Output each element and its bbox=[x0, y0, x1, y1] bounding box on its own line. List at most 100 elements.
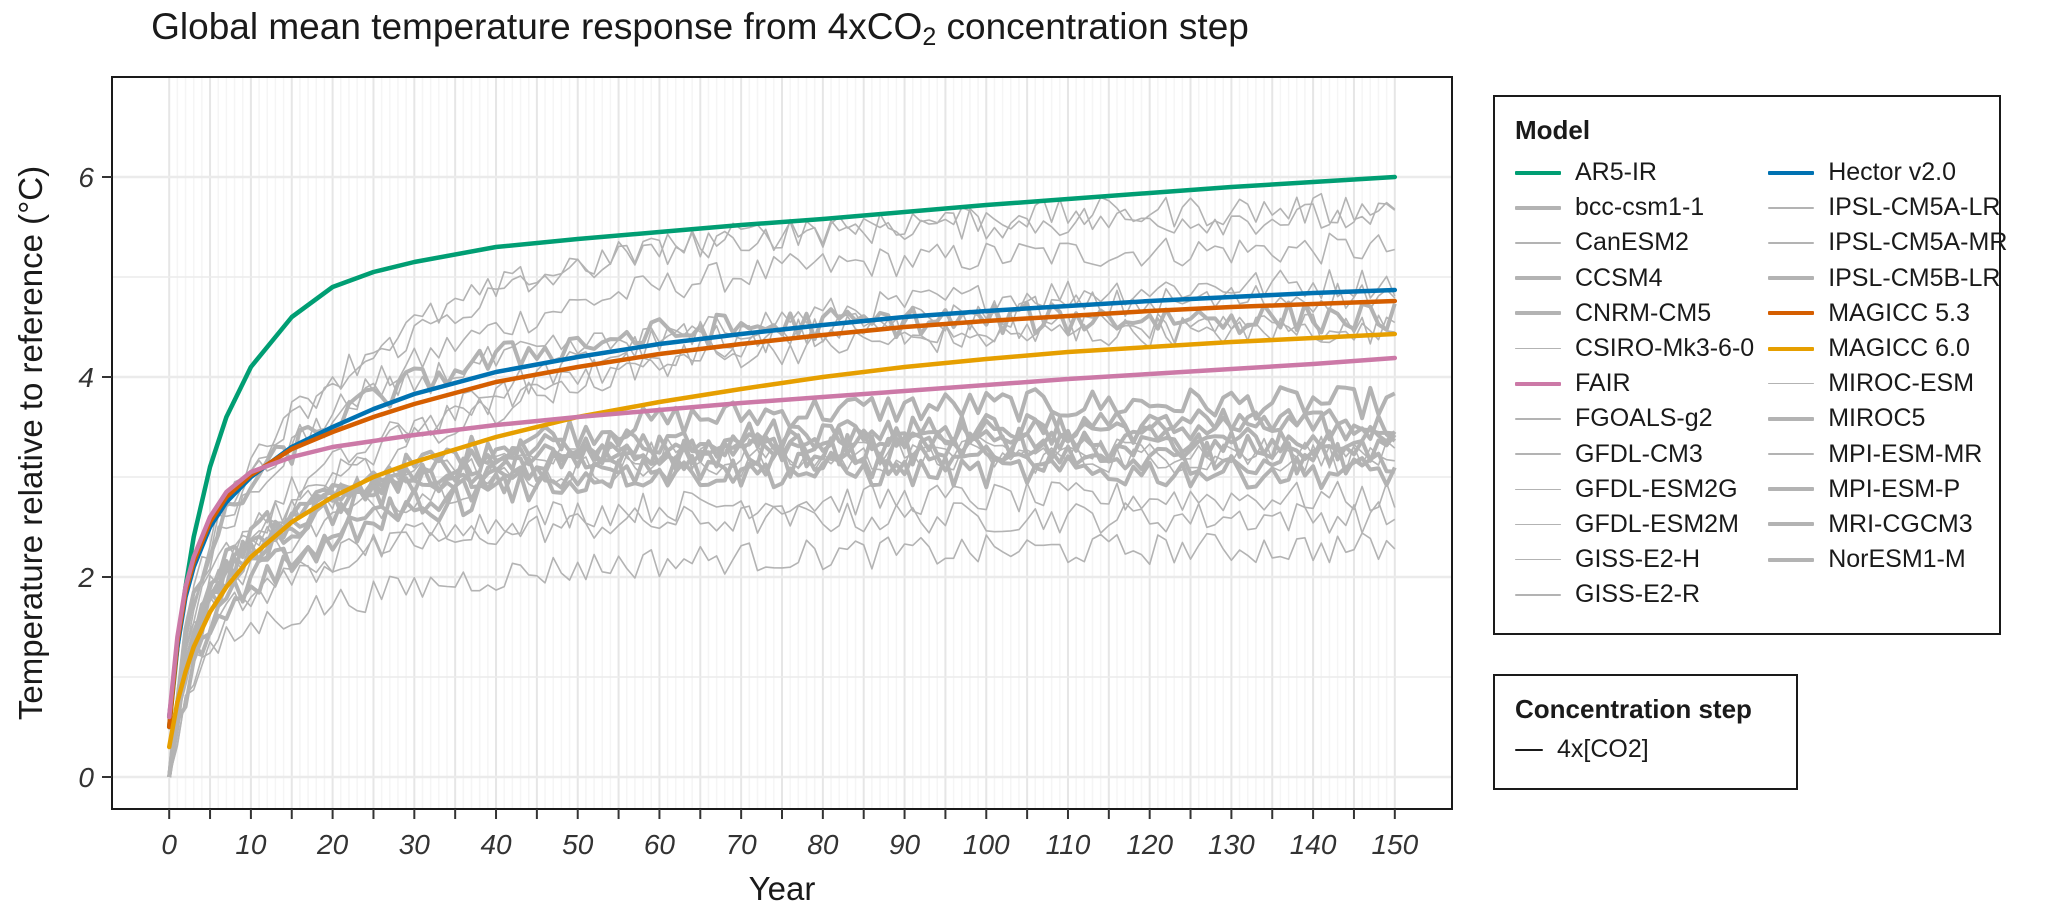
legend-swatch bbox=[1768, 346, 1815, 351]
y-tick-label: 4 bbox=[78, 362, 94, 393]
legend-column-2: Hector v2.0 IPSL-CM5A-LR IPSL-CM5A-MR IPSL-… bbox=[1768, 155, 2007, 612]
x-tick-label: 50 bbox=[562, 829, 594, 860]
legend-label: GISS-E2-H bbox=[1575, 545, 1701, 574]
legend-item: MPI-ESM-P bbox=[1768, 472, 2007, 507]
x-tick-label: 110 bbox=[1046, 829, 1091, 860]
legend-item: GISS-E2-H bbox=[1515, 542, 1754, 577]
x-tick-label: 100 bbox=[963, 829, 1010, 860]
y-tick-label: 6 bbox=[78, 162, 94, 193]
legend-label: CanESM2 bbox=[1575, 228, 1689, 257]
legend-label: MIROC-ESM bbox=[1828, 369, 1975, 398]
series-line-mpi-esm-p bbox=[167, 300, 1397, 778]
legend-label: MAGICC 6.0 bbox=[1828, 334, 1970, 363]
x-tick-label: 130 bbox=[1208, 829, 1255, 860]
legend-label: Hector v2.0 bbox=[1828, 158, 1957, 187]
legend-label: GFDL-ESM2M bbox=[1575, 509, 1739, 538]
legend-swatch bbox=[1515, 311, 1561, 316]
legend-label: GISS-E2-R bbox=[1575, 580, 1701, 609]
x-tick-label: 10 bbox=[235, 829, 267, 860]
legend-label: CNRM-CM5 bbox=[1575, 298, 1712, 327]
legend-label: IPSL-CM5B-LR bbox=[1828, 263, 2001, 292]
legend-swatch bbox=[1768, 170, 1815, 175]
legend-swatch bbox=[1768, 487, 1815, 492]
series-line-ar5-ir bbox=[166, 174, 1398, 730]
y-tick-label: 2 bbox=[77, 562, 94, 593]
legend-label: FAIR bbox=[1575, 369, 1631, 398]
legend-item: GFDL-ESM2G bbox=[1515, 472, 1754, 507]
legend-swatch bbox=[1768, 276, 1815, 281]
legend-swatch bbox=[1515, 523, 1561, 526]
x-tick-label: 60 bbox=[644, 829, 676, 860]
legend-item: GISS-E2-R bbox=[1515, 577, 1754, 612]
series-line-mri-cgcm3 bbox=[167, 440, 1395, 778]
legend-swatch bbox=[1768, 311, 1815, 316]
x-tick-label: 30 bbox=[399, 829, 431, 860]
legend-label: GFDL-ESM2G bbox=[1575, 474, 1738, 503]
legend-label: MPI-ESM-P bbox=[1828, 474, 1961, 503]
legend-swatch bbox=[1768, 382, 1815, 385]
legend-swatch bbox=[1768, 207, 1815, 209]
series-line-giss-e2-r bbox=[168, 532, 1396, 778]
legend-item: IPSL-CM5A-MR bbox=[1768, 225, 2007, 260]
legend-swatch bbox=[1515, 347, 1561, 350]
legend-item: CNRM-CM5 bbox=[1515, 296, 1754, 331]
legend-swatch bbox=[1768, 453, 1815, 455]
legend-swatch bbox=[1768, 416, 1815, 421]
series-line-fair bbox=[166, 355, 1398, 720]
legend-item: MPI-ESM-MR bbox=[1768, 437, 2007, 472]
concentration-legend-title: Concentration step bbox=[1515, 694, 1752, 724]
legend-item: MIROC5 bbox=[1768, 401, 2007, 436]
model-legend-columns: AR5-IR bcc-csm1-1 CanESM2 CCSM4 CNRM-CM5 CSIR… bbox=[1515, 155, 2007, 612]
legend-item-4xco2: 4x[CO2] bbox=[1515, 732, 1649, 767]
legend-swatch bbox=[1768, 522, 1815, 527]
emulator-lines bbox=[166, 174, 1398, 750]
legend-swatch bbox=[1515, 453, 1561, 455]
legend-label: CCSM4 bbox=[1575, 263, 1663, 292]
x-tick-label: 20 bbox=[316, 829, 349, 860]
chart-title: Global mean temperature response from 4x… bbox=[0, 6, 1400, 52]
legend-label: GFDL-CM3 bbox=[1575, 439, 1703, 468]
model-legend: Model AR5-IR bcc-csm1-1 CanESM2 CCSM4 CNRM-C… bbox=[1493, 95, 2007, 635]
legend-label: MRI-CGCM3 bbox=[1828, 509, 1973, 538]
legend-item: IPSL-CM5B-LR bbox=[1768, 261, 2007, 296]
legend-label: AR5-IR bbox=[1575, 158, 1657, 187]
title-subscript: 2 bbox=[922, 23, 937, 51]
concentration-legend: Concentration step 4x[CO2] bbox=[1493, 674, 1798, 790]
legend-item: MIROC-ESM bbox=[1768, 366, 2007, 401]
legend-swatch bbox=[1515, 488, 1561, 491]
legend-item: bcc-csm1-1 bbox=[1515, 190, 1754, 225]
legend-swatch bbox=[1768, 242, 1815, 244]
series-line-gfdl-esm2m bbox=[168, 480, 1396, 778]
legend-item: GFDL-ESM2M bbox=[1515, 507, 1754, 542]
legend-label: FGOALS-g2 bbox=[1575, 404, 1713, 433]
legend-item: CCSM4 bbox=[1515, 261, 1754, 296]
x-tick-label: 80 bbox=[807, 829, 839, 860]
x-tick-label: 120 bbox=[1126, 829, 1173, 860]
legend-swatch bbox=[1515, 558, 1561, 561]
legend-item: MRI-CGCM3 bbox=[1768, 507, 2007, 542]
legend-label: MAGICC 5.3 bbox=[1828, 298, 1970, 327]
legend-item: IPSL-CM5A-LR bbox=[1768, 190, 2007, 225]
legend-swatch bbox=[1768, 557, 1815, 562]
legend-item: CanESM2 bbox=[1515, 225, 1754, 260]
legend-item: FGOALS-g2 bbox=[1515, 401, 1754, 436]
x-tick-label: 150 bbox=[1371, 829, 1418, 860]
y-axis-label: Temperature relative to reference (°C) bbox=[12, 166, 49, 720]
series-line-magicc-6-0 bbox=[166, 331, 1398, 750]
title-prefix: Global mean temperature response from 4x… bbox=[151, 6, 923, 47]
model-legend-title: Model bbox=[1515, 115, 1591, 145]
legend-swatch bbox=[1515, 242, 1561, 244]
legend-label: bcc-csm1-1 bbox=[1575, 193, 1705, 222]
legend-label-4xco2: 4x[CO2] bbox=[1557, 735, 1649, 764]
axes: 0 10 20 30 40 50 60 70 80 90 100 110 120 130 140 150 0 2 4… bbox=[77, 162, 1418, 860]
x-tick-label: 0 bbox=[161, 829, 177, 860]
legend-swatch bbox=[1515, 418, 1561, 420]
legend-item: FAIR bbox=[1515, 366, 1754, 401]
title-suffix: concentration step bbox=[936, 6, 1249, 47]
legend-item: Hector v2.0 bbox=[1768, 155, 2007, 190]
line-chart: 0 10 20 30 40 50 60 70 80 90 100 110 120 130 140 150 0 2 4… bbox=[12, 76, 1453, 907]
legend-swatch bbox=[1515, 276, 1561, 281]
x-tick-label: 70 bbox=[726, 829, 758, 860]
x-axis-label: Year bbox=[749, 870, 816, 907]
series-line-ipsl-cm5a-mr bbox=[168, 192, 1396, 778]
